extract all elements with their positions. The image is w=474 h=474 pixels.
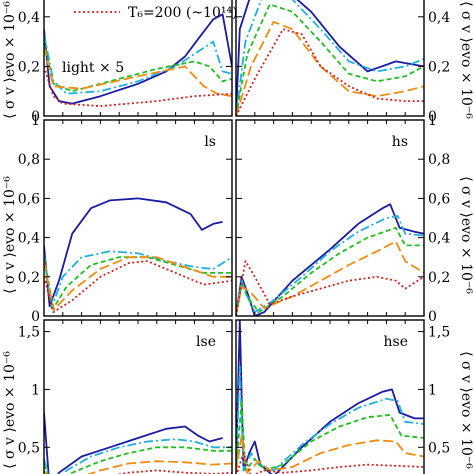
series-light-blue: [44, 13, 232, 105]
ytick-label-light: 0,2: [18, 59, 40, 75]
series-hs-cyan: [236, 215, 424, 316]
ytick-label-heavy: 0,2: [428, 59, 450, 75]
series-hs-green: [236, 226, 424, 316]
ytick-label-hs: 0,2: [428, 270, 450, 286]
ytick-label-hs: 0,4: [428, 231, 450, 247]
annotation-light-scale: light × 5: [62, 60, 124, 76]
ytick-label-hse: 1,5: [428, 325, 450, 341]
ytick-label-hs: 0,8: [428, 152, 450, 168]
panel-tag-hse: hse: [384, 334, 409, 350]
series-lse-blue: [44, 412, 223, 474]
series-hs-blue: [236, 203, 424, 316]
panel-tag-ls: ls: [204, 134, 216, 150]
series-heavy-red: [236, 28, 424, 116]
y-axis-label-right: ⟨ σ v ⟩evo × 10⁻⁶: [458, 176, 474, 294]
ytick-label-hse: 0,5: [428, 440, 450, 456]
panel-tag-hs: hs: [392, 134, 408, 150]
series-ls-cyan: [44, 250, 232, 310]
series-heavy-orange: [236, 20, 424, 116]
series-hs-red: [236, 260, 424, 316]
y-axis-label-left: ⟨ σ v ⟩evo × 10⁻⁶: [2, 1, 18, 119]
series-heavy-green: [236, 3, 424, 116]
panel-tag-lse: lse: [196, 334, 216, 350]
y-axis-label-right: ⟨ σ v ⟩evo × 10⁻⁶: [458, 351, 474, 469]
y-axis-label-right: ⟨ σ v ⟩evo × 10⁻⁶: [458, 1, 474, 119]
ytick-label-ls: 0: [31, 309, 40, 325]
ytick-label-hse: 1: [428, 382, 437, 398]
ytick-label-heavy: 0,4: [428, 10, 450, 26]
series-hse-orange: [236, 434, 424, 474]
ytick-label-hs: 0,6: [428, 191, 450, 207]
series-heavy-blue: [236, 0, 424, 116]
panel-frame-heavy: [235, 0, 425, 117]
series-ls-orange: [44, 256, 232, 311]
series-hse-blue: [236, 320, 424, 474]
series-hs-orange: [236, 240, 424, 316]
ytick-label-ls: 0,2: [18, 270, 40, 286]
ytick-label-ls: 0,4: [18, 231, 40, 247]
ytick-label-lse: 1: [31, 382, 40, 398]
ytick-label-ls: 0,6: [18, 191, 40, 207]
ytick-label-lse: 0,5: [18, 440, 40, 456]
series-hse-red: [236, 452, 424, 474]
ytick-label-heavy: 0: [428, 109, 437, 125]
series-lse-green: [44, 446, 232, 474]
ytick-label-lse: 1,5: [18, 325, 40, 341]
series-hse-green: [236, 400, 424, 472]
ytick-label-hs: 1: [428, 113, 437, 129]
series-ls-red: [44, 260, 232, 313]
series-lse-orange: [44, 460, 232, 474]
series-lse-red: [115, 469, 232, 474]
series-lse-cyan: [44, 438, 232, 474]
y-axis-label-left: ⟨ σ v ⟩evo × 10⁻⁶: [2, 176, 18, 294]
legend-entry: T₆=200 (~10¹⁴): [128, 5, 238, 21]
ytick-label-ls: 1: [31, 113, 40, 129]
ytick-label-light: 0: [31, 109, 40, 125]
y-axis-label-left: ⟨ σ v ⟩evo × 10⁻⁶: [2, 351, 18, 469]
ytick-label-light: 0,4: [18, 10, 40, 26]
series-ls-blue: [44, 197, 223, 308]
ytick-label-hs: 0: [428, 309, 437, 325]
series-hse-cyan: [236, 365, 424, 472]
series-heavy-cyan: [236, 0, 424, 116]
series-light-orange: [44, 46, 232, 98]
ytick-label-ls: 0,8: [18, 152, 40, 168]
